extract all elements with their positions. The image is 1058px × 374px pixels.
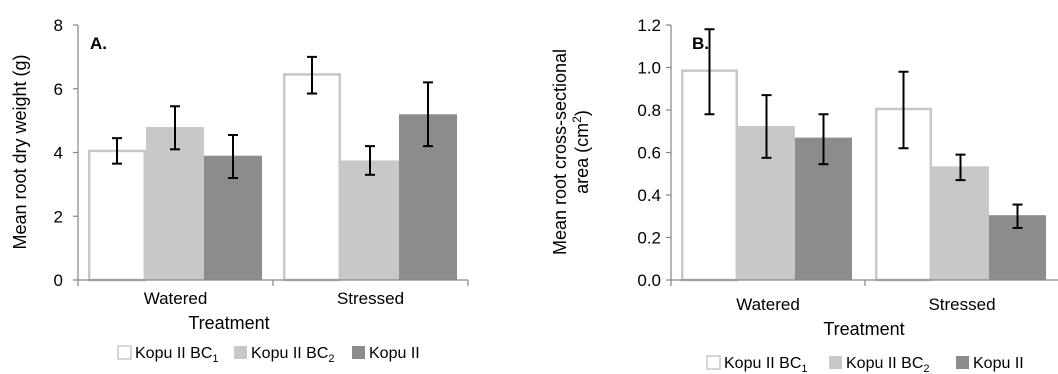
legend-label-text: Kopu II: [973, 355, 1024, 372]
y-axis-title-suffix: ): [572, 110, 592, 116]
legend-label-text: Kopu II BC: [251, 345, 328, 362]
y-tick-label: 6: [54, 80, 63, 99]
legend-label-subscript: 1: [212, 353, 218, 365]
category-label-stressed: Stressed: [928, 295, 995, 314]
legend-swatch-series-3: [352, 346, 365, 359]
panel-label: A.: [90, 34, 107, 53]
y-axis-title-line2: area (cm2): [570, 110, 592, 194]
y-tick-label: 8: [54, 16, 63, 35]
y-tick-label: 0.4: [637, 186, 661, 205]
chart-panel-a: 0 2 4 6 8 Watered Stressed Treatment Mean root d…: [10, 16, 469, 365]
legend-label-subscript: 2: [923, 363, 929, 374]
y-tick-label: 0.8: [637, 101, 661, 120]
legend-label-text: Kopu II BC: [724, 355, 801, 372]
legend-label-series-2: Kopu II BC2: [846, 355, 930, 374]
y-tick-label: 0.2: [637, 229, 661, 248]
y-tick-label: 0.6: [637, 144, 661, 163]
y-axis-title-unit: area (cm: [572, 123, 592, 194]
legend-label-series-1: Kopu II BC1: [724, 355, 808, 374]
legend-swatch-series-1: [117, 345, 132, 360]
y-tick-label: 0.0: [637, 271, 661, 290]
chart-panel-b: 0.0 0.2 0.4 0.6 0.8 1.0 1.2 Watered Stressed Trea…: [550, 16, 1058, 374]
legend-label-subscript: 1: [801, 363, 807, 374]
y-axis-title-group: Mean root dry weight (g): [10, 54, 30, 249]
y-tick-label: 0: [54, 271, 63, 290]
y-axis-title-sup: 2: [570, 116, 584, 123]
x-axis-title: Treatment: [823, 319, 904, 339]
bar-stressed-series-2: [341, 160, 399, 280]
legend-label-subscript: 2: [328, 353, 334, 365]
legend-label-text: Kopu II BC: [135, 345, 212, 362]
legend-label-text: Kopu II: [369, 345, 420, 362]
bar-stressed-series-1: [283, 73, 341, 282]
y-axis-title-group: Mean root cross-sectional area (cm2): [550, 49, 592, 255]
legend-label-series-3: Kopu II: [369, 345, 420, 362]
category-label-watered: Watered: [144, 289, 208, 308]
legend-swatch-series-1: [706, 355, 721, 370]
legend-label-series-1: Kopu II BC1: [135, 345, 219, 365]
bar-watered-series-2: [146, 127, 204, 280]
y-tick-label: 1.0: [637, 59, 661, 78]
y-tick-label: 1.2: [637, 16, 661, 35]
category-label-watered: Watered: [736, 295, 800, 314]
legend-swatch-series-2: [234, 346, 247, 359]
bar-watered-series-1: [88, 149, 146, 282]
y-axis-title: Mean root dry weight (g): [10, 54, 30, 249]
bar-stressed-series-2: [932, 166, 989, 280]
legend-label-text: Kopu II BC: [846, 355, 923, 372]
legend-swatch-series-2: [829, 356, 842, 369]
x-axis-title: Treatment: [188, 313, 269, 333]
panel-label: B.: [692, 34, 709, 53]
legend-swatch-series-3: [956, 356, 969, 369]
y-tick-label: 4: [54, 144, 63, 163]
legend-label-series-2: Kopu II BC2: [251, 345, 335, 365]
legend-label-series-3: Kopu II: [973, 355, 1024, 372]
y-axis-title: Mean root cross-sectional: [550, 49, 570, 255]
y-tick-label: 2: [54, 207, 63, 226]
category-label-stressed: Stressed: [337, 289, 404, 308]
